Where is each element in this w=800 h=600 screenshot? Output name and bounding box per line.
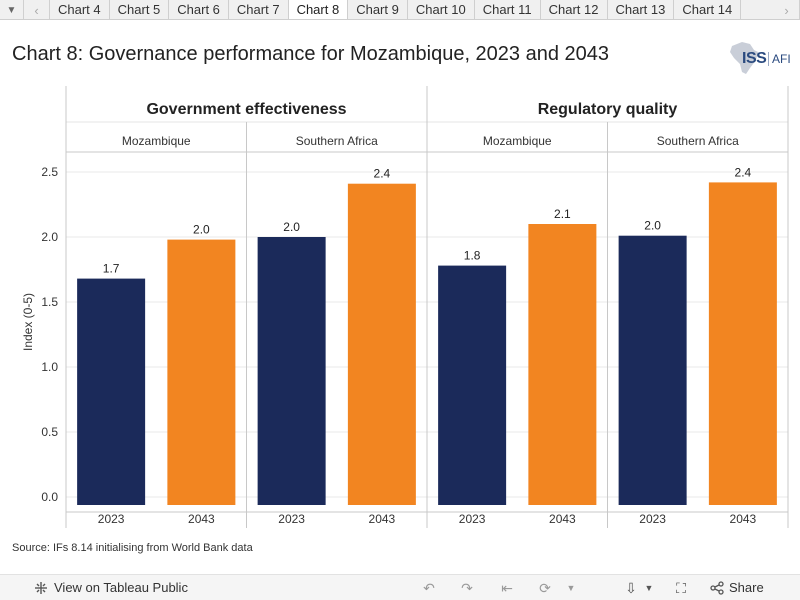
tableau-toolbar: View on Tableau Public ↶ ↷ ⇤ ⟳ ▼ ⇩ ▼ ⛶ S…	[0, 574, 800, 600]
x-tick-label: 2043	[549, 512, 576, 526]
bar-value-label: 1.7	[103, 262, 120, 276]
tab-chart-14[interactable]: Chart 14	[673, 0, 742, 19]
tab-chart-13[interactable]: Chart 13	[606, 0, 675, 19]
share-icon	[710, 580, 724, 595]
panel-title: Government effectiveness	[146, 101, 346, 118]
x-tick-label: 2043	[369, 512, 396, 526]
region-label: Mozambique	[122, 134, 191, 148]
tab-chart-11[interactable]: Chart 11	[473, 0, 541, 19]
tab-chart-10[interactable]: Chart 10	[406, 0, 475, 19]
page-title: Chart 8: Governance performance for Moza…	[12, 43, 610, 65]
share-button[interactable]: Share	[710, 580, 764, 595]
tab-chart-4[interactable]: Chart 4	[50, 0, 110, 19]
bar-2043	[167, 239, 236, 505]
bar-value-label: 2.0	[283, 220, 300, 234]
y-tick-label: 0.5	[41, 425, 58, 439]
bar-2043	[347, 183, 416, 505]
bar-value-label: 1.8	[464, 249, 481, 263]
bar-2043	[528, 224, 597, 505]
iss-africa-logo	[730, 42, 758, 74]
x-tick-label: 2043	[188, 512, 215, 526]
bar-value-label: 2.0	[644, 219, 661, 233]
refresh-icon[interactable]: ⟳	[539, 579, 551, 596]
logo-suffix: AFI	[768, 52, 791, 66]
y-tick-label: 2.0	[41, 230, 58, 244]
tab-chart-12[interactable]: Chart 12	[539, 0, 608, 19]
africa-map-icon	[730, 42, 758, 74]
tab-menu-dropdown-icon[interactable]: ▼	[0, 0, 24, 19]
bar-value-label: 2.4	[735, 165, 752, 179]
bar-value-label: 2.0	[193, 223, 210, 237]
y-axis-label: Index (0-5)	[21, 293, 35, 351]
tab-chart-6[interactable]: Chart 6	[168, 0, 229, 19]
bar-2023	[438, 265, 507, 505]
region-label: Mozambique	[483, 134, 552, 148]
tab-scroll-right-icon[interactable]: ›	[774, 0, 800, 19]
bar-value-label: 2.1	[554, 207, 571, 221]
x-tick-label: 2023	[459, 512, 486, 526]
download-icon[interactable]: ⇩	[625, 579, 637, 596]
tab-chart-7[interactable]: Chart 7	[227, 0, 289, 19]
refresh-dropdown-icon[interactable]: ▼	[566, 583, 576, 593]
logo-text: ISS	[742, 50, 767, 67]
x-tick-label: 2043	[730, 512, 757, 526]
view-on-tableau-link[interactable]: View on Tableau Public	[34, 580, 188, 595]
tab-chart-5[interactable]: Chart 5	[108, 0, 170, 19]
source-note: Source: IFs 8.14 initialising from World…	[12, 542, 253, 554]
tableau-logo-icon	[35, 581, 47, 594]
x-tick-label: 2023	[639, 512, 666, 526]
x-tick-label: 2023	[278, 512, 305, 526]
region-label: Southern Africa	[296, 134, 378, 148]
y-tick-label: 1.5	[41, 295, 58, 309]
share-label: Share	[729, 580, 764, 595]
sheet-tabs: Chart 4 Chart 5 Chart 6 Chart 7 Chart 8 Chart…	[50, 0, 774, 19]
region-label: Southern Africa	[657, 134, 739, 148]
fullscreen-icon[interactable]: ⛶	[676, 579, 686, 596]
y-tick-label: 1.0	[41, 360, 58, 374]
tab-scroll-left-icon[interactable]: ‹	[24, 0, 50, 19]
tab-chart-9[interactable]: Chart 9	[347, 0, 408, 19]
panel-title: Regulatory quality	[538, 101, 678, 118]
redo-icon[interactable]: ↷	[461, 579, 473, 596]
y-tick-label: 0.0	[41, 490, 58, 504]
bar-2043	[708, 182, 777, 505]
bar-2023	[257, 237, 326, 505]
download-dropdown-icon[interactable]: ▼	[644, 583, 654, 593]
view-on-tableau-label: View on Tableau Public	[54, 580, 188, 595]
x-tick-label: 2023	[98, 512, 125, 526]
revert-icon[interactable]: ⇤	[501, 579, 513, 596]
bar-2023	[618, 235, 687, 505]
undo-icon[interactable]: ↶	[423, 579, 435, 596]
y-tick-label: 2.5	[41, 165, 58, 179]
tab-chart-8[interactable]: Chart 8	[287, 0, 349, 19]
bar-2023	[77, 278, 146, 505]
governance-bar-chart: 0.0 0.5 1.0 1.5 2.0 2.5 Index (0-5) Government …	[21, 86, 789, 528]
bar-value-label: 2.4	[374, 167, 391, 181]
